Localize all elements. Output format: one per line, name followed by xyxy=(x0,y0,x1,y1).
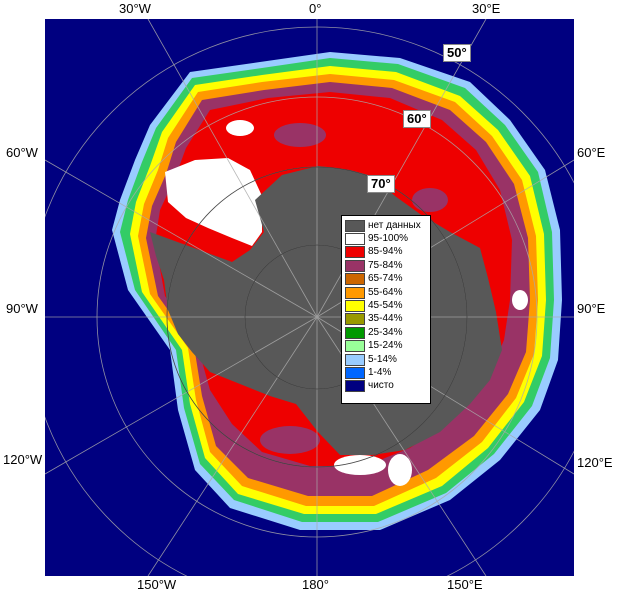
lon-label-150w: 150°W xyxy=(137,577,177,592)
legend-label: нет данных xyxy=(368,219,421,231)
legend-swatch xyxy=(345,233,365,246)
legend-item: 75-84% xyxy=(345,259,427,272)
legend-swatch xyxy=(345,246,365,259)
legend-label: 35-44% xyxy=(368,313,403,325)
lon-label-30e: 30°E xyxy=(472,1,501,16)
legend-swatch xyxy=(345,340,365,353)
legend-swatch xyxy=(345,273,365,286)
lon-label-90e: 90°E xyxy=(577,301,606,316)
legend-label: 45-54% xyxy=(368,300,403,312)
legend-label: 55-64% xyxy=(368,286,403,298)
lon-label-0: 0° xyxy=(309,1,322,16)
legend-item: 5-14% xyxy=(345,353,427,366)
lon-label-60e: 60°E xyxy=(577,145,606,160)
lon-label-150e: 150°E xyxy=(447,577,483,592)
legend: нет данных 95-100% 85-94% 75-84% 65-74% 55-64… xyxy=(341,215,431,404)
lon-label-120w: 120°W xyxy=(3,452,43,467)
legend-item: 35-44% xyxy=(345,313,427,326)
legend-item: 65-74% xyxy=(345,273,427,286)
legend-label: 15-24% xyxy=(368,340,403,352)
legend-item: 95-100% xyxy=(345,232,427,246)
legend-label: 75-84% xyxy=(368,259,403,271)
legend-swatch xyxy=(345,380,365,393)
legend-item: нет данных xyxy=(345,219,427,232)
lon-label-30w: 30°W xyxy=(119,1,151,16)
legend-label: 25-34% xyxy=(368,326,403,338)
legend-item: чисто xyxy=(345,380,427,393)
legend-swatch xyxy=(345,286,365,299)
lon-label-90w: 90°W xyxy=(6,301,38,316)
legend-swatch xyxy=(345,219,365,232)
legend-item: 85-94% xyxy=(345,246,427,259)
lon-label-60w: 60°W xyxy=(6,145,38,160)
legend-swatch xyxy=(345,313,365,326)
legend-label: 5-14% xyxy=(368,353,397,365)
lon-label-180: 180° xyxy=(302,577,329,592)
legend-item: 1-4% xyxy=(345,366,427,379)
legend-label: 95-100% xyxy=(368,233,409,245)
lon-label-120e: 120°E xyxy=(577,455,613,470)
legend-label: чисто xyxy=(368,380,394,392)
lat-label-60: 60° xyxy=(403,110,431,128)
legend-swatch xyxy=(345,259,365,272)
legend-label: 65-74% xyxy=(368,273,403,285)
legend-swatch xyxy=(345,326,365,339)
legend-item: 25-34% xyxy=(345,326,427,339)
ice-white-weddell xyxy=(165,158,262,246)
legend-swatch xyxy=(345,353,365,366)
legend-swatch xyxy=(345,366,365,379)
legend-item: 45-54% xyxy=(345,299,427,313)
legend-item: 15-24% xyxy=(345,340,427,353)
lat-label-50: 50° xyxy=(443,44,471,62)
legend-item: 55-64% xyxy=(345,286,427,299)
legend-label: 85-94% xyxy=(368,246,403,258)
legend-label: 1-4% xyxy=(368,366,392,378)
lat-label-70: 70° xyxy=(367,175,395,193)
legend-swatch xyxy=(345,300,365,313)
